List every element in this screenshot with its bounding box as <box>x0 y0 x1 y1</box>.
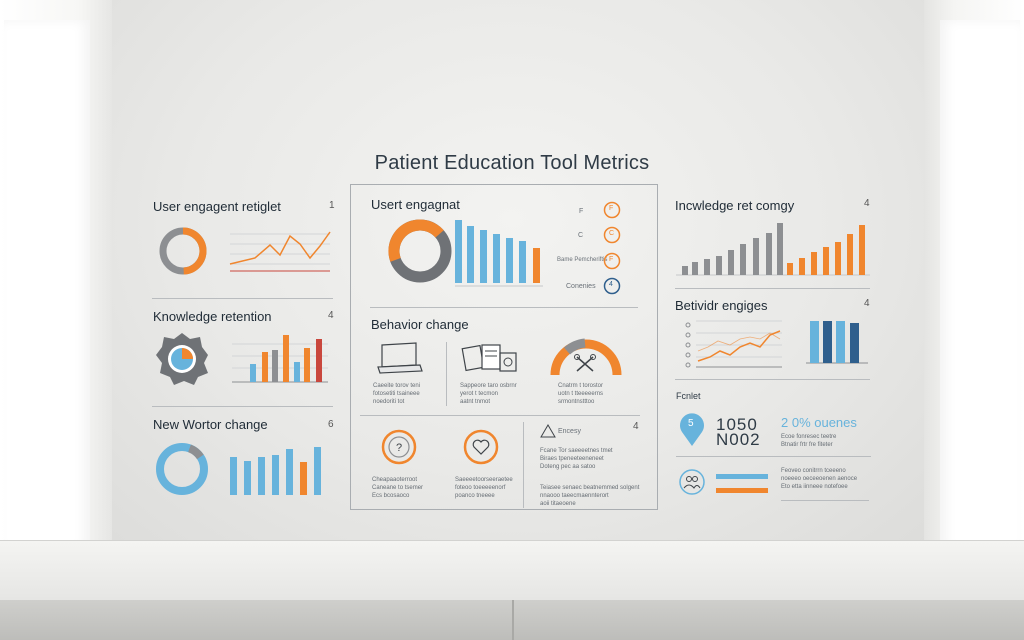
worker-bar-chart <box>230 447 321 495</box>
legend-num-2: C <box>609 230 615 237</box>
gear-icon <box>156 333 208 385</box>
knowledge-bar-chart <box>676 223 870 276</box>
behavior-gauge <box>550 338 622 376</box>
center-engagement-bar-chart <box>455 220 543 287</box>
legend-text-4: Conenies <box>566 283 596 290</box>
footer-caption-1: Ecoe fonresec teetre Btnatir frtr fre fi… <box>781 434 837 448</box>
divider <box>676 456 871 457</box>
footer-caption-2: Feoveo conitrrn tceeeno noeeeo oeceeoene… <box>781 468 858 490</box>
bottom-num: 4 <box>633 421 639 432</box>
legend-circle-icon <box>603 252 621 270</box>
legend-circle-icon <box>603 277 621 295</box>
laptop-icon <box>377 342 423 374</box>
digits-bottom: N002 <box>716 430 761 449</box>
location-pin-icon <box>680 413 704 446</box>
user-engagement-num: 1 <box>329 200 335 211</box>
behavior-engagement-num: 4 <box>864 298 870 309</box>
question-icon: ? <box>381 429 417 465</box>
digits-top: 1050 <box>716 415 758 434</box>
bottom-caption-right-2: Teiasee senaec beatnemmed solgent nnaooo… <box>540 485 640 507</box>
svg-text:?: ? <box>396 442 402 454</box>
documents-icon <box>461 344 517 372</box>
legend-num-3: F <box>609 256 614 263</box>
engagement-donut <box>159 227 207 275</box>
divider <box>370 307 638 308</box>
divider <box>360 415 640 416</box>
worker-donut <box>156 443 208 495</box>
knowledge-category-num: 4 <box>864 198 870 209</box>
pin-number: 5 <box>688 418 694 429</box>
knowledge-retention-title: Knowledge retention <box>153 309 272 324</box>
percent-text: 2 0% ouenes <box>781 415 857 430</box>
bottom-label: Encesy <box>558 428 581 435</box>
knowledge-category-title: Incwledge ret comgy <box>675 198 795 213</box>
legend-text-2: C <box>578 232 584 239</box>
behavior-caption-3: Cnatrm t torostor uotn t tteeeeerns srmo… <box>558 383 604 405</box>
warning-icon <box>540 424 556 438</box>
footer-label: Fcnlet <box>676 391 701 401</box>
center-engagement-donut <box>388 219 452 283</box>
center-engagement-title: Usert engagnat <box>371 197 460 212</box>
behavior-engagement-title: Betividr engiges <box>675 298 768 313</box>
new-worker-change-title: New Wortor change <box>153 417 268 432</box>
divider <box>675 288 870 289</box>
left-window <box>0 0 112 560</box>
divider <box>152 298 333 299</box>
legend-num-4: 4 <box>609 281 613 288</box>
divider <box>781 500 869 501</box>
poster-title: Patient Education Tool Metrics <box>374 152 650 174</box>
bottom-caption-2: Saeeeetoorseeraetee foteoo toeeeeenorf p… <box>455 477 513 499</box>
behavior-change-title: Behavior change <box>371 317 469 332</box>
divider <box>675 379 870 380</box>
progress-bar-blue <box>716 474 768 479</box>
legend-num-1: F <box>609 205 614 212</box>
people-icon <box>679 469 705 495</box>
shelf <box>0 540 1024 600</box>
behavior-caption-2: Sappeore taro osbrnr yerot t tecmon aatn… <box>460 383 517 405</box>
right-window <box>924 0 1024 560</box>
knowledge-retention-num: 4 <box>328 310 334 321</box>
heart-icon <box>463 429 499 465</box>
progress-bar-orange <box>716 488 768 493</box>
legend-circle-icon <box>603 226 621 244</box>
divider <box>446 342 447 406</box>
legend-text-3: Bame Pemcheriftis <box>557 257 608 263</box>
center-panel <box>350 184 658 510</box>
behavior-caption-1: Caeeite torov teni fotosetiti tsaineee n… <box>373 383 421 405</box>
bottom-caption-1: Cheapaaoterroot Caneane to tsemer Ecs bc… <box>372 477 424 499</box>
new-worker-change-num: 6 <box>328 419 334 430</box>
divider <box>152 406 333 407</box>
behavior-line-chart <box>685 320 782 368</box>
user-engagement-title: User engagent retiglet <box>153 199 281 214</box>
bottom-caption-right-1: Fcane Tor saeeeetnes tmet Biraes tpeneet… <box>540 448 613 470</box>
engagement-line-chart <box>229 231 331 272</box>
legend-circle-icon <box>603 201 621 219</box>
divider <box>523 422 524 508</box>
behavior-bar-chart <box>806 321 868 364</box>
cabinet <box>0 600 1024 640</box>
legend-text-1: F <box>579 208 584 215</box>
retention-bar-chart <box>232 335 328 383</box>
